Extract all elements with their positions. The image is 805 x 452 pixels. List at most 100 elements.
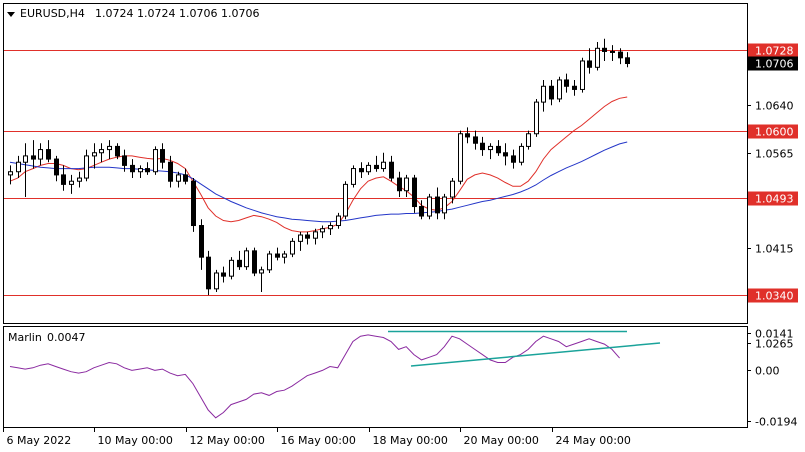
candle[interactable] xyxy=(191,178,196,232)
time-tick-label-6: 24 May 00:00 xyxy=(556,434,631,447)
level-label-1: 1.0600 xyxy=(755,126,794,139)
candle[interactable] xyxy=(46,140,51,163)
candle[interactable] xyxy=(229,257,234,280)
candle[interactable] xyxy=(618,48,623,65)
candle[interactable] xyxy=(580,57,585,93)
candle[interactable] xyxy=(602,38,607,61)
candle[interactable] xyxy=(206,250,211,296)
horizontal-levels xyxy=(4,50,747,296)
candle[interactable] xyxy=(610,45,615,61)
candle[interactable] xyxy=(199,219,204,270)
candle[interactable] xyxy=(244,247,249,270)
candle[interactable] xyxy=(259,266,264,292)
price-tick-label-1: 1.0565 xyxy=(755,148,794,161)
candle[interactable] xyxy=(511,149,516,169)
candle[interactable] xyxy=(99,143,104,163)
candle[interactable] xyxy=(519,143,524,166)
candle[interactable] xyxy=(534,98,539,137)
candle[interactable] xyxy=(267,250,272,273)
candle[interactable] xyxy=(138,165,143,179)
candle[interactable] xyxy=(549,79,554,106)
candle[interactable] xyxy=(290,238,295,258)
candle[interactable] xyxy=(473,130,478,150)
candle[interactable] xyxy=(595,41,600,71)
indicator-axis: 0.0141 0.00 -0.0194 xyxy=(747,328,797,429)
candle[interactable] xyxy=(625,52,630,68)
candle[interactable] xyxy=(69,174,74,194)
candle[interactable] xyxy=(84,149,89,182)
candle[interactable] xyxy=(54,155,59,182)
indicator-tick-label-1: 0.00 xyxy=(755,365,780,378)
candle[interactable] xyxy=(488,143,493,160)
candle[interactable] xyxy=(366,162,371,175)
candle[interactable] xyxy=(8,165,13,185)
candle[interactable] xyxy=(320,225,325,239)
candle[interactable] xyxy=(237,250,242,270)
candle[interactable] xyxy=(465,127,470,144)
candle[interactable] xyxy=(282,250,287,264)
candle[interactable] xyxy=(404,174,409,198)
candle[interactable] xyxy=(107,140,112,160)
candle[interactable] xyxy=(389,155,394,182)
candle[interactable] xyxy=(572,79,577,96)
candle[interactable] xyxy=(313,228,318,245)
candle[interactable] xyxy=(343,181,348,220)
time-tick-label-1: 10 May 00:00 xyxy=(98,434,173,447)
candle[interactable] xyxy=(221,266,226,283)
candle[interactable] xyxy=(564,73,569,93)
candle[interactable] xyxy=(359,162,364,179)
candle[interactable] xyxy=(381,152,386,172)
candle[interactable] xyxy=(336,212,341,229)
support-trendline[interactable] xyxy=(410,342,661,367)
candle[interactable] xyxy=(351,165,356,188)
candle[interactable] xyxy=(305,231,310,245)
candle[interactable] xyxy=(412,174,417,213)
candle[interactable] xyxy=(16,155,21,179)
candle[interactable] xyxy=(435,187,440,220)
candle[interactable] xyxy=(503,143,508,166)
price-pane[interactable]: EURUSD,H4 1.0724 1.0724 1.0706 1.0706 xyxy=(3,3,748,324)
candle[interactable] xyxy=(328,222,333,236)
candle[interactable] xyxy=(145,162,150,175)
candle[interactable] xyxy=(480,136,485,156)
candle[interactable] xyxy=(23,143,28,198)
candle[interactable] xyxy=(458,130,463,185)
candle[interactable] xyxy=(419,200,424,220)
candle[interactable] xyxy=(183,168,188,185)
candle[interactable] xyxy=(176,171,181,188)
candle[interactable] xyxy=(587,48,592,74)
candle[interactable] xyxy=(526,130,531,150)
candle[interactable] xyxy=(38,143,43,166)
candle[interactable] xyxy=(61,165,66,191)
time-axis: 6 May 2022 10 May 00:00 12 May 00:00 16 May… xyxy=(3,427,631,447)
candle[interactable] xyxy=(252,247,257,277)
candle[interactable] xyxy=(160,143,165,169)
dropdown-triangle-icon[interactable] xyxy=(7,12,15,17)
candle[interactable] xyxy=(122,149,127,172)
level-label-3: 1.0340 xyxy=(755,290,794,303)
candle[interactable] xyxy=(214,269,219,292)
candle[interactable] xyxy=(130,159,135,179)
candle[interactable] xyxy=(427,193,432,220)
candle[interactable] xyxy=(496,140,501,156)
candle[interactable] xyxy=(374,155,379,172)
candle[interactable] xyxy=(298,231,303,251)
candle[interactable] xyxy=(442,193,447,220)
candle[interactable] xyxy=(557,76,562,103)
candle[interactable] xyxy=(153,146,158,175)
candle[interactable] xyxy=(31,140,36,169)
level-tag-0 xyxy=(748,43,798,58)
candle[interactable] xyxy=(77,171,82,188)
time-tick-label-5: 20 May 00:00 xyxy=(464,434,539,447)
time-tick-label-4: 18 May 00:00 xyxy=(373,434,448,447)
candle[interactable] xyxy=(168,155,173,188)
candle[interactable] xyxy=(275,247,280,261)
price-tick-label-3: 1.0265 xyxy=(755,338,794,351)
candle[interactable] xyxy=(92,143,97,169)
candle[interactable] xyxy=(541,79,546,112)
candle[interactable] xyxy=(397,171,402,198)
candle[interactable] xyxy=(450,178,455,204)
candle[interactable] xyxy=(115,143,120,160)
indicator-pane[interactable]: Marlin 0.0047 xyxy=(3,326,748,428)
